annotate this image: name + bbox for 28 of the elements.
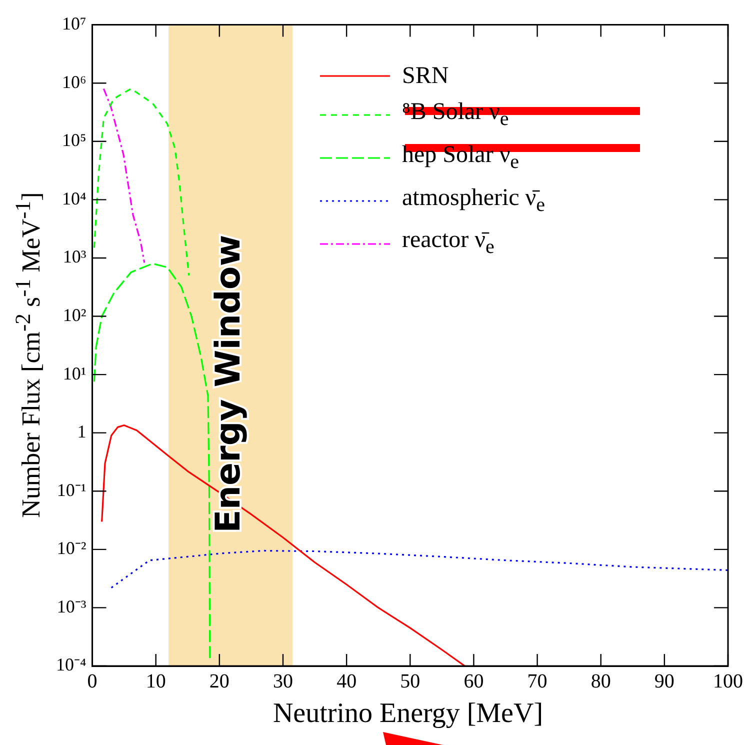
x-tick-label: 20 bbox=[209, 670, 230, 692]
y-tick-label: 10¹ bbox=[62, 363, 86, 384]
y-tick-label: 10⁶ bbox=[62, 72, 86, 92]
x-axis-title: Neutrino Energy [MeV] bbox=[272, 698, 544, 730]
y-tick-label: 10⁷ bbox=[62, 14, 86, 34]
x-tick-label: 40 bbox=[336, 670, 357, 692]
x-tick-label: 70 bbox=[527, 670, 548, 692]
y-tick-label: 10⁻¹ bbox=[56, 480, 86, 500]
x-tick-label: 100 bbox=[713, 670, 743, 692]
y-tick-label: 10² bbox=[62, 304, 86, 325]
x-tick-label: 10 bbox=[146, 670, 166, 692]
y-tick-label: 10⁴ bbox=[62, 188, 86, 208]
x-tick-label: 80 bbox=[590, 670, 611, 692]
y-tick-label: 10⁻³ bbox=[56, 596, 87, 616]
y-tick-label: 10⁻² bbox=[56, 538, 86, 558]
legend-label: atmospheric ν̄$_{e}$ bbox=[402, 184, 546, 218]
legend-label: reactor ν̄$_{e}$ bbox=[402, 226, 494, 260]
x-tick-label: 30 bbox=[272, 670, 293, 692]
y-tick-label: 10⁻⁴ bbox=[56, 654, 86, 675]
y-tick-label: 10⁵ bbox=[62, 130, 86, 150]
x-tick-label: 90 bbox=[654, 670, 674, 692]
band-label: Energy Window bbox=[208, 234, 248, 533]
x-tick-label: 0 bbox=[87, 670, 98, 692]
y-tick-label: 1 bbox=[77, 422, 86, 442]
x-tick-label: 50 bbox=[400, 670, 420, 692]
y-tick-label: 10³ bbox=[62, 246, 87, 267]
legend-label: SRN bbox=[402, 62, 449, 91]
x-tick-label: 60 bbox=[464, 670, 484, 692]
